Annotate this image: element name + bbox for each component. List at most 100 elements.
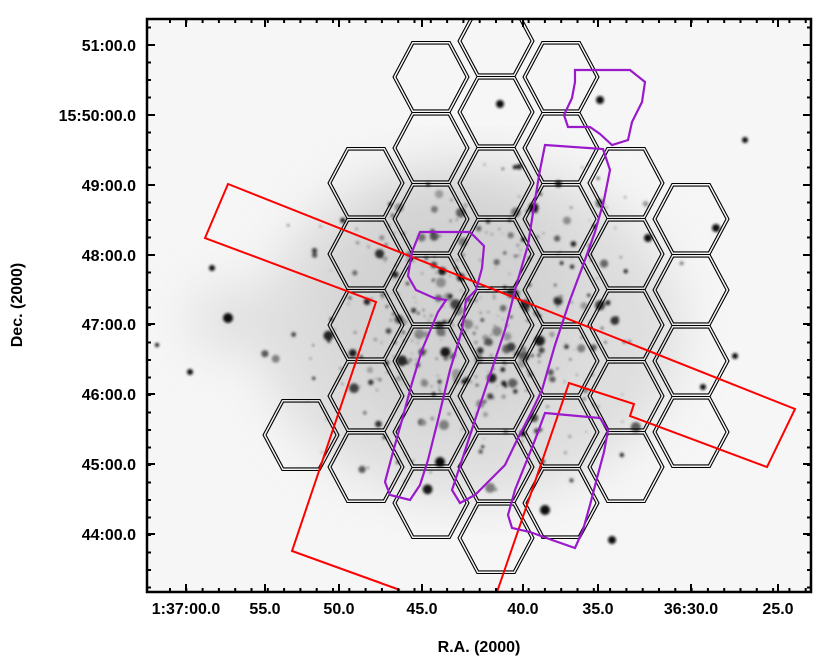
star-knot — [438, 384, 441, 387]
hexagon-field — [392, 466, 470, 540]
star-knot — [376, 389, 378, 391]
star-knot — [406, 259, 409, 261]
star-knot — [642, 200, 649, 207]
star-knot — [352, 270, 358, 276]
star-knot — [385, 328, 392, 334]
star-knot — [496, 385, 498, 387]
star-knot — [187, 369, 193, 375]
star-knot — [559, 261, 564, 265]
y-tick-labels: 51:00.0 15:50:00.0 49:00.0 48:00.0 47:00… — [59, 38, 136, 544]
star-knot — [392, 355, 395, 358]
star-knot — [312, 376, 316, 380]
star-knot — [474, 325, 479, 330]
star-knot — [435, 457, 445, 467]
star-knot — [408, 358, 413, 362]
star-knot — [538, 360, 541, 363]
star-knot — [416, 342, 419, 344]
star-knot — [518, 254, 520, 257]
star-knot — [448, 347, 450, 349]
star-knot — [569, 358, 572, 361]
star-knot — [558, 294, 563, 299]
star-knot — [384, 243, 388, 246]
y-tick-label: 51:00.0 — [82, 38, 136, 55]
star-knot — [570, 206, 573, 209]
x-tick-label: 25.0 — [762, 601, 793, 618]
star-knot — [624, 196, 627, 199]
star-knot — [375, 420, 382, 428]
red-footprints — [203, 182, 797, 592]
star-knot — [393, 232, 396, 234]
purple-footprint-left — [383, 230, 486, 502]
star-knot — [507, 232, 514, 239]
star-knot — [455, 218, 458, 221]
x-tick-label: 55.0 — [249, 601, 280, 618]
star-knot — [429, 232, 439, 241]
star-knot — [501, 394, 506, 399]
x-axis-title: R.A. (2000) — [438, 639, 521, 656]
star-knot — [358, 465, 366, 473]
star-knot — [440, 338, 443, 341]
star-knot — [519, 249, 522, 252]
star-knot — [614, 227, 617, 229]
star-knot — [483, 342, 487, 345]
star-knot — [463, 319, 473, 329]
hexagon-field — [652, 395, 730, 469]
star-knot — [375, 377, 377, 380]
star-knot — [482, 412, 488, 417]
star-knot — [700, 384, 706, 390]
star-knot — [608, 536, 616, 544]
star-knot — [439, 391, 442, 394]
star-knot — [261, 350, 269, 358]
x-tick-label: 36:30.0 — [664, 601, 718, 618]
star-knot — [485, 482, 496, 493]
purple-footprint-top-right — [562, 68, 647, 147]
star-knot — [381, 257, 384, 260]
star-knot — [320, 451, 323, 454]
star-knot — [378, 378, 382, 382]
star-knot — [363, 411, 367, 415]
star-knot — [319, 225, 322, 228]
star-knot — [448, 275, 451, 277]
star-knot — [287, 224, 290, 227]
star-knot — [499, 304, 507, 312]
star-knot — [437, 379, 442, 384]
star-knot — [492, 326, 502, 337]
star-knot — [540, 505, 550, 515]
star-knot — [516, 163, 523, 170]
star-knot — [576, 374, 578, 376]
axis-ticks — [147, 19, 811, 592]
star-knot — [474, 341, 478, 344]
star-knot — [492, 397, 495, 399]
star-knot — [463, 203, 468, 208]
star-knot — [501, 318, 504, 321]
star-knot — [605, 300, 611, 306]
star-knot — [396, 355, 408, 367]
star-knot — [556, 305, 559, 309]
star-knot — [403, 333, 406, 336]
star-knot — [507, 378, 518, 388]
star-knot — [420, 272, 424, 275]
star-knot — [412, 459, 415, 462]
star-knot — [413, 296, 416, 299]
star-knot — [366, 466, 369, 469]
star-knot — [621, 420, 624, 423]
star-knot — [429, 314, 433, 318]
red-rectangle-left — [203, 182, 797, 592]
star-knot — [487, 393, 494, 400]
star-knot — [436, 327, 446, 337]
star-knot — [554, 283, 557, 287]
star-knot — [391, 311, 394, 314]
star-knot — [384, 256, 388, 261]
star-knot — [325, 418, 328, 421]
star-knot — [506, 342, 516, 352]
star-knot — [568, 435, 571, 438]
x-tick-labels: 1:37:00.0 55.0 50.0 45.0 40.0 35.0 36:30… — [152, 601, 794, 618]
star-knot — [385, 305, 389, 308]
star-knot — [509, 315, 513, 319]
star-knot — [223, 313, 233, 323]
x-tick-label: 50.0 — [323, 601, 354, 618]
star-knot — [380, 341, 383, 344]
star-knot — [580, 336, 583, 339]
star-knot — [619, 452, 625, 458]
star-knot — [311, 247, 318, 254]
